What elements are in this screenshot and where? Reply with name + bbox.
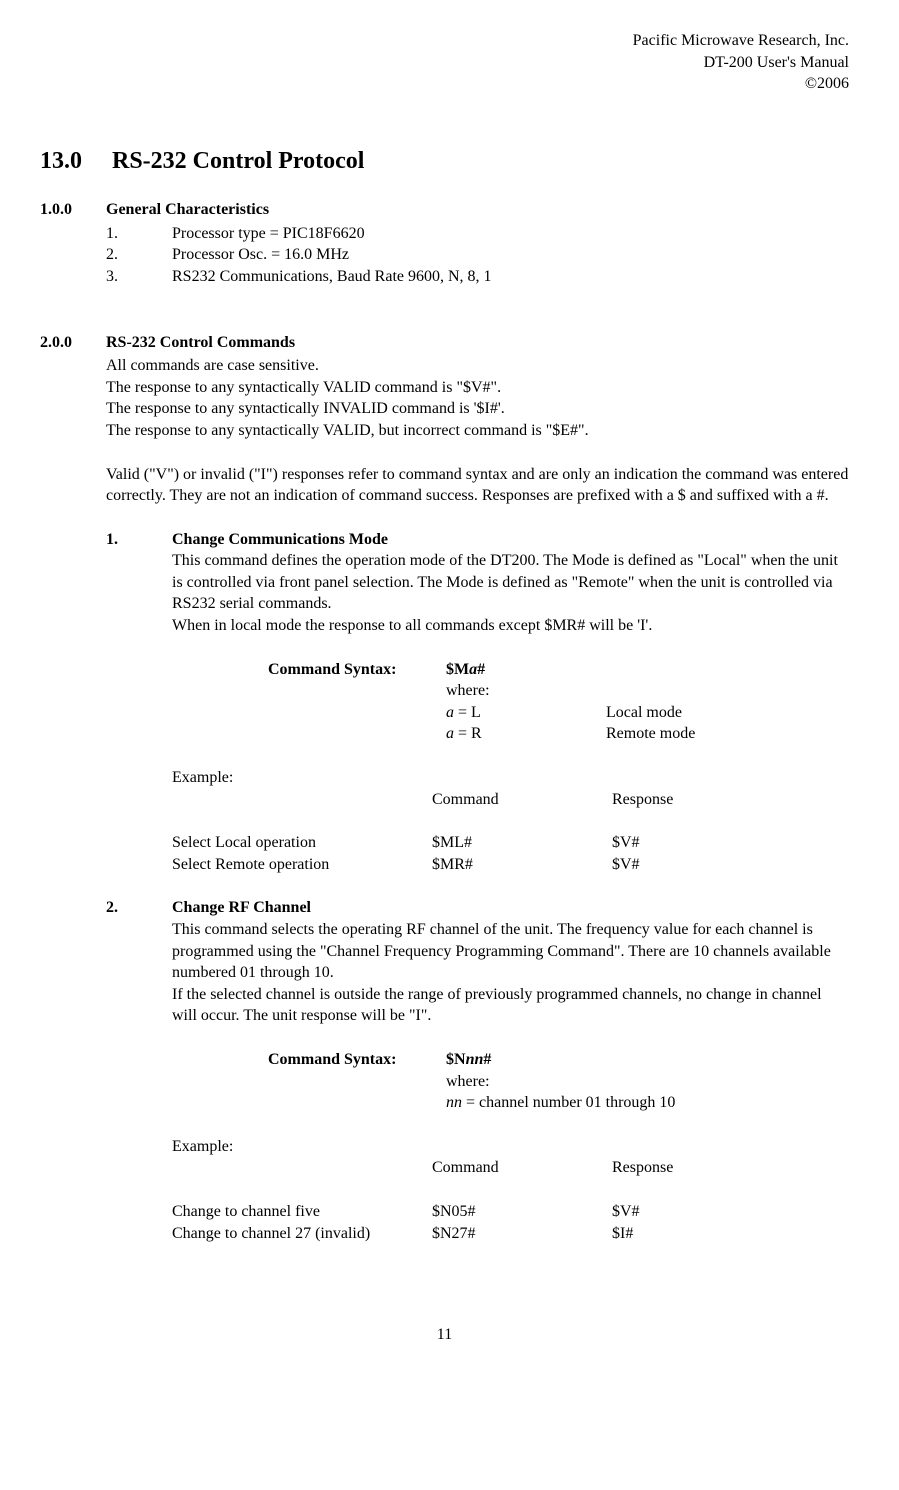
sec1-item-1-text: Processor type = PIC18F6620 — [172, 223, 365, 245]
title-number: 13.0 — [40, 145, 106, 177]
header-copyright: ©2006 — [40, 73, 849, 95]
cmd2-syntax-label: Command Syntax: — [238, 1049, 446, 1114]
cmd2-example-label: Example: — [172, 1136, 849, 1158]
cmd2-example-row1: Change to channel five $N05# $V# — [172, 1201, 849, 1223]
cmd2-r1-resp: $V# — [612, 1201, 752, 1223]
cmd2-desc2: If the selected channel is outside the r… — [172, 984, 849, 1027]
cmd2-r2-resp: $I# — [612, 1223, 752, 1245]
cmd2-example-header: Command Response — [172, 1157, 849, 1179]
sec2-p3: The response to any syntactically INVALI… — [106, 398, 849, 420]
cmd1-r1-desc: Select Local operation — [172, 832, 432, 854]
section-2-heading: 2.0.0 RS-232 Control Commands — [40, 332, 849, 354]
cmd1-hdr-cmd: Command — [432, 789, 612, 811]
sec2-p5: Valid ("V") or invalid ("I") responses r… — [106, 464, 849, 507]
cmd1-r2-cmd: $MR# — [432, 854, 612, 876]
sec1-item-1: 1. Processor type = PIC18F6620 — [106, 223, 849, 245]
sec2-p1: All commands are case sensitive. — [106, 355, 849, 377]
cmd1-desc1: This command defines the operation mode … — [172, 550, 849, 615]
cmd2-r2-cmd: $N27# — [432, 1223, 612, 1245]
cmd2-syntax-where: where: — [446, 1071, 849, 1093]
header-product: DT-200 User's Manual — [40, 52, 849, 74]
cmd2-hdr-resp: Response — [612, 1157, 752, 1179]
cmd2-r1-cmd: $N05# — [432, 1201, 612, 1223]
section-1-heading: 1.0.0 General Characteristics — [40, 199, 849, 221]
cmd2-syntax-row: nn = channel number 01 through 10 — [446, 1092, 849, 1114]
cmd1-syntax-r2-r: Remote mode — [606, 723, 695, 745]
sec1-item-2-num: 2. — [106, 244, 172, 266]
section-1-num: 1.0.0 — [40, 199, 106, 221]
section-2-title: RS-232 Control Commands — [106, 332, 295, 354]
cmd1-desc2: When in local mode the response to all c… — [172, 615, 849, 637]
cmd2-syntax-cmd: $Nnn# — [446, 1049, 849, 1071]
cmd2-desc1: This command selects the operating RF ch… — [172, 919, 849, 984]
cmd1-syntax: Command Syntax: $Ma# where: a = L Local … — [238, 659, 849, 745]
sec2-p2: The response to any syntactically VALID … — [106, 377, 849, 399]
cmd2-r1-desc: Change to channel five — [172, 1201, 432, 1223]
sec1-item-2: 2. Processor Osc. = 16.0 MHz — [106, 244, 849, 266]
cmd1-syntax-label: Command Syntax: — [238, 659, 446, 745]
cmd1-r2-desc: Select Remote operation — [172, 854, 432, 876]
cmd1-r1-cmd: $ML# — [432, 832, 612, 854]
title-text: RS-232 Control Protocol — [112, 148, 364, 174]
page-title: 13.0 RS-232 Control Protocol — [40, 145, 849, 177]
cmd2-syntax-pre: $N — [446, 1051, 466, 1068]
sec1-item-3-text: RS232 Communications, Baud Rate 9600, N,… — [172, 266, 492, 288]
cmd1-heading: 1. Change Communications Mode — [106, 529, 849, 551]
cmd1-syntax-var: a — [469, 661, 477, 678]
cmd1-num: 1. — [106, 529, 172, 551]
cmd1-example-row2: Select Remote operation $MR# $V# — [172, 854, 849, 876]
header-company: Pacific Microwave Research, Inc. — [40, 30, 849, 52]
cmd1-syntax-where: where: — [446, 680, 849, 702]
cmd1-syntax-r1-r: Local mode — [606, 702, 682, 724]
cmd1-title: Change Communications Mode — [172, 529, 388, 551]
sec1-item-3-num: 3. — [106, 266, 172, 288]
cmd1-syntax-pre: $M — [446, 661, 469, 678]
cmd2-r2-desc: Change to channel 27 (invalid) — [172, 1223, 432, 1245]
cmd1-example-label: Example: — [172, 767, 849, 789]
cmd1-r2-resp: $V# — [612, 854, 752, 876]
page-header: Pacific Microwave Research, Inc. DT-200 … — [40, 30, 849, 95]
cmd2-syntax-post: # — [483, 1051, 491, 1068]
sec2-p4: The response to any syntactically VALID,… — [106, 420, 849, 442]
page-number: 11 — [40, 1324, 849, 1346]
cmd2-example-row2: Change to channel 27 (invalid) $N27# $I# — [172, 1223, 849, 1245]
sec1-item-3: 3. RS232 Communications, Baud Rate 9600,… — [106, 266, 849, 288]
cmd1-syntax-r2-l: a = R — [446, 723, 606, 745]
section-1-title: General Characteristics — [106, 199, 269, 221]
cmd2-hdr-cmd: Command — [432, 1157, 612, 1179]
cmd2-title: Change RF Channel — [172, 897, 311, 919]
cmd1-hdr-resp: Response — [612, 789, 752, 811]
cmd1-syntax-r1-l: a = L — [446, 702, 606, 724]
cmd1-syntax-post: # — [477, 661, 485, 678]
cmd2-heading: 2. Change RF Channel — [106, 897, 849, 919]
section-2-num: 2.0.0 — [40, 332, 106, 354]
sec1-item-2-text: Processor Osc. = 16.0 MHz — [172, 244, 349, 266]
cmd1-example-row1: Select Local operation $ML# $V# — [172, 832, 849, 854]
cmd2-num: 2. — [106, 897, 172, 919]
cmd1-r1-resp: $V# — [612, 832, 752, 854]
cmd2-syntax-var: nn — [466, 1051, 484, 1068]
sec1-item-1-num: 1. — [106, 223, 172, 245]
cmd1-syntax-cmd: $Ma# — [446, 659, 849, 681]
cmd2-syntax: Command Syntax: $Nnn# where: nn = channe… — [238, 1049, 849, 1114]
cmd1-example-header: Command Response — [172, 789, 849, 811]
